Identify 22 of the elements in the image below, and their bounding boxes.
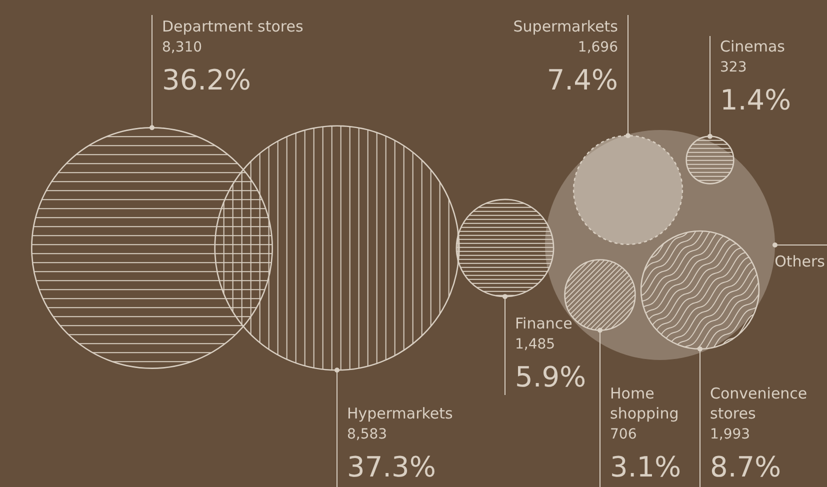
data-label: 8.7% <box>710 450 782 484</box>
data-label: 37.3% <box>347 450 436 484</box>
category-label: Convenience stores <box>710 384 808 422</box>
category-label: Cinemas <box>720 37 786 56</box>
text: 8,583 <box>347 426 388 443</box>
text: 1,993 <box>710 426 750 443</box>
category-label: Home shopping <box>610 384 679 422</box>
data-label: 7.4% <box>546 63 618 96</box>
text: 323 <box>720 60 747 76</box>
category-label: Others <box>774 252 826 270</box>
text: 1,696 <box>578 40 618 56</box>
category-label: Supermarkets <box>513 17 618 36</box>
category-label: Department stores <box>162 17 304 36</box>
text: 8,310 <box>162 40 202 56</box>
text: 706 <box>610 426 637 443</box>
data-label: 5.9% <box>515 360 586 394</box>
text: 1,485 <box>515 336 556 353</box>
data-label: 36.2% <box>162 63 251 96</box>
category-label: Finance <box>515 314 572 332</box>
data-label: 3.1% <box>610 450 682 484</box>
data-label: 1.4% <box>720 83 792 116</box>
category-label: Hypermarkets <box>347 404 454 422</box>
